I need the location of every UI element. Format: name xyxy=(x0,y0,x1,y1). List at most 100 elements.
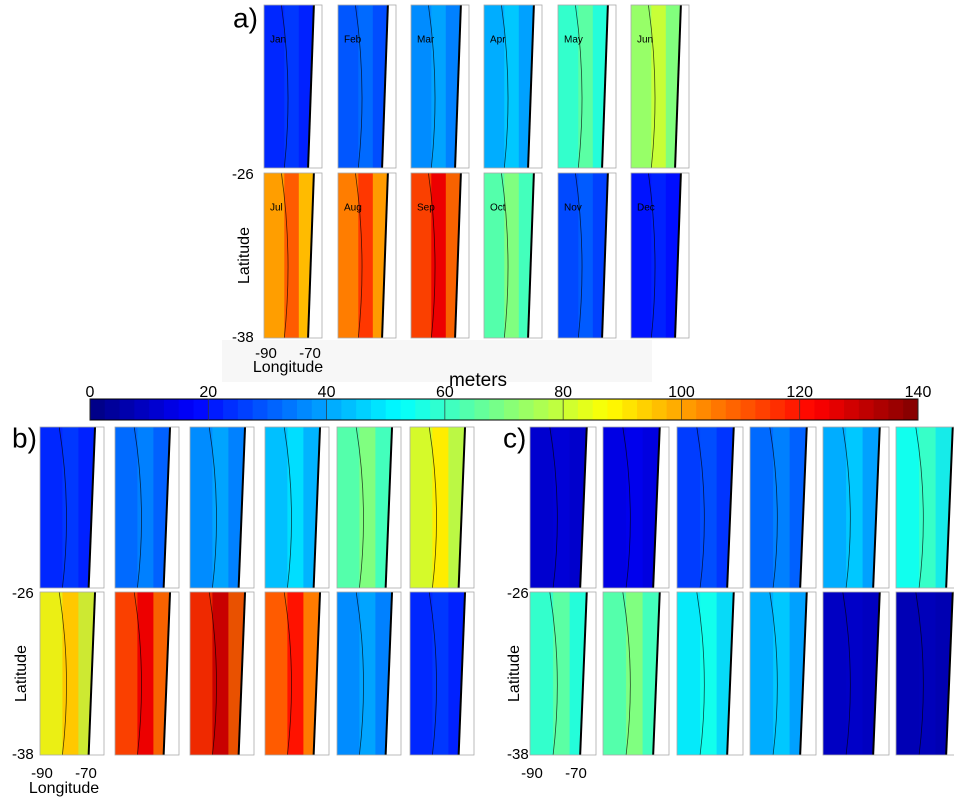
contour xyxy=(842,591,851,756)
map-panel xyxy=(676,591,744,756)
lat-tick-label: -26 xyxy=(507,585,529,602)
map-field-offshore xyxy=(265,592,288,755)
map-frame xyxy=(336,426,402,589)
coastline xyxy=(312,591,322,756)
colorbar-swatch xyxy=(193,399,209,420)
coastline xyxy=(527,172,535,339)
contour xyxy=(208,426,217,589)
contour xyxy=(501,172,509,339)
colorbar-swatch xyxy=(104,399,121,420)
land xyxy=(675,173,689,338)
colorbar-tick-label: 40 xyxy=(318,384,336,401)
map-field-offshore xyxy=(823,427,847,588)
contour xyxy=(769,591,778,756)
contour xyxy=(133,591,142,756)
colorbar-swatch xyxy=(637,399,653,420)
contour xyxy=(58,426,67,589)
contour xyxy=(648,4,656,169)
land xyxy=(602,5,616,168)
colorbar-swatch xyxy=(711,399,727,420)
colorbar-swatch xyxy=(888,399,904,420)
month-label: Jun xyxy=(637,35,653,46)
map-frame xyxy=(39,591,105,756)
lon-tick-label: -70 xyxy=(565,765,587,782)
month-label: Oct xyxy=(490,203,506,214)
map-field-offshore xyxy=(603,592,627,755)
map-frame xyxy=(529,591,597,756)
map-frame xyxy=(676,426,744,589)
contour xyxy=(915,591,924,756)
land xyxy=(458,592,474,755)
map-field-offshore xyxy=(896,427,920,588)
colorbar-title: meters xyxy=(449,370,507,391)
map-frame xyxy=(410,4,470,169)
map-field-offshore xyxy=(115,427,138,588)
map-panel xyxy=(263,172,323,339)
map-frame xyxy=(189,426,255,589)
x-axis-label: Longitude xyxy=(29,780,99,797)
colorbar-swatch xyxy=(178,399,194,420)
land xyxy=(727,592,743,755)
map-panel xyxy=(557,172,617,339)
land xyxy=(382,5,396,168)
coastline xyxy=(945,426,954,589)
map-panel xyxy=(630,4,690,169)
colorbar-swatch xyxy=(163,399,180,420)
contour xyxy=(428,172,436,339)
colorbar-swatch xyxy=(681,399,697,420)
map-panel xyxy=(676,426,744,589)
month-label: Feb xyxy=(344,35,362,46)
coastline xyxy=(162,426,172,589)
map-field-offshore xyxy=(338,173,359,338)
map-panel xyxy=(39,591,105,756)
coastline xyxy=(384,426,394,589)
colorbar-swatch xyxy=(415,399,431,420)
map-field-offshore xyxy=(484,173,505,338)
map-field-offshore xyxy=(677,427,701,588)
coastline xyxy=(652,591,661,756)
coastline xyxy=(872,591,881,756)
land xyxy=(873,592,889,755)
land xyxy=(602,173,616,338)
land xyxy=(800,427,816,588)
land xyxy=(238,427,254,588)
month-label: Aug xyxy=(344,203,362,214)
colorbar-swatch xyxy=(755,399,771,420)
contour xyxy=(696,591,705,756)
month-label: May xyxy=(564,35,583,46)
map-panel xyxy=(483,172,543,339)
colorbar-swatch xyxy=(90,399,106,420)
land xyxy=(163,427,179,588)
month-label: Jan xyxy=(270,35,286,46)
map-field-offshore xyxy=(40,427,63,588)
lat-tick-label: -38 xyxy=(12,746,34,763)
colorbar-tick-label: 80 xyxy=(554,384,572,401)
lon-tick-label: -90 xyxy=(521,765,543,782)
y-axis-label: Latitude xyxy=(236,227,253,284)
map-field-offshore xyxy=(896,592,920,755)
land xyxy=(528,173,542,338)
map-panel xyxy=(630,172,690,339)
land xyxy=(653,592,669,755)
map-field-offshore xyxy=(558,173,579,338)
map-frame xyxy=(337,4,397,169)
map-frame xyxy=(557,4,617,169)
map-field-offshore xyxy=(631,173,652,338)
colorbar-swatch xyxy=(459,399,475,420)
map-field-offshore xyxy=(677,592,701,755)
land xyxy=(238,592,254,755)
contour xyxy=(428,4,436,169)
map-field-offshore xyxy=(337,427,360,588)
map-panel xyxy=(409,591,475,756)
coastline xyxy=(674,4,682,169)
land xyxy=(308,173,322,338)
contour xyxy=(622,591,631,756)
coastline xyxy=(799,591,808,756)
contour xyxy=(281,172,289,339)
contour xyxy=(575,4,583,169)
map-field-offshore xyxy=(115,592,138,755)
contour xyxy=(355,426,364,589)
map-panel xyxy=(749,426,817,589)
map-frame xyxy=(264,426,330,589)
